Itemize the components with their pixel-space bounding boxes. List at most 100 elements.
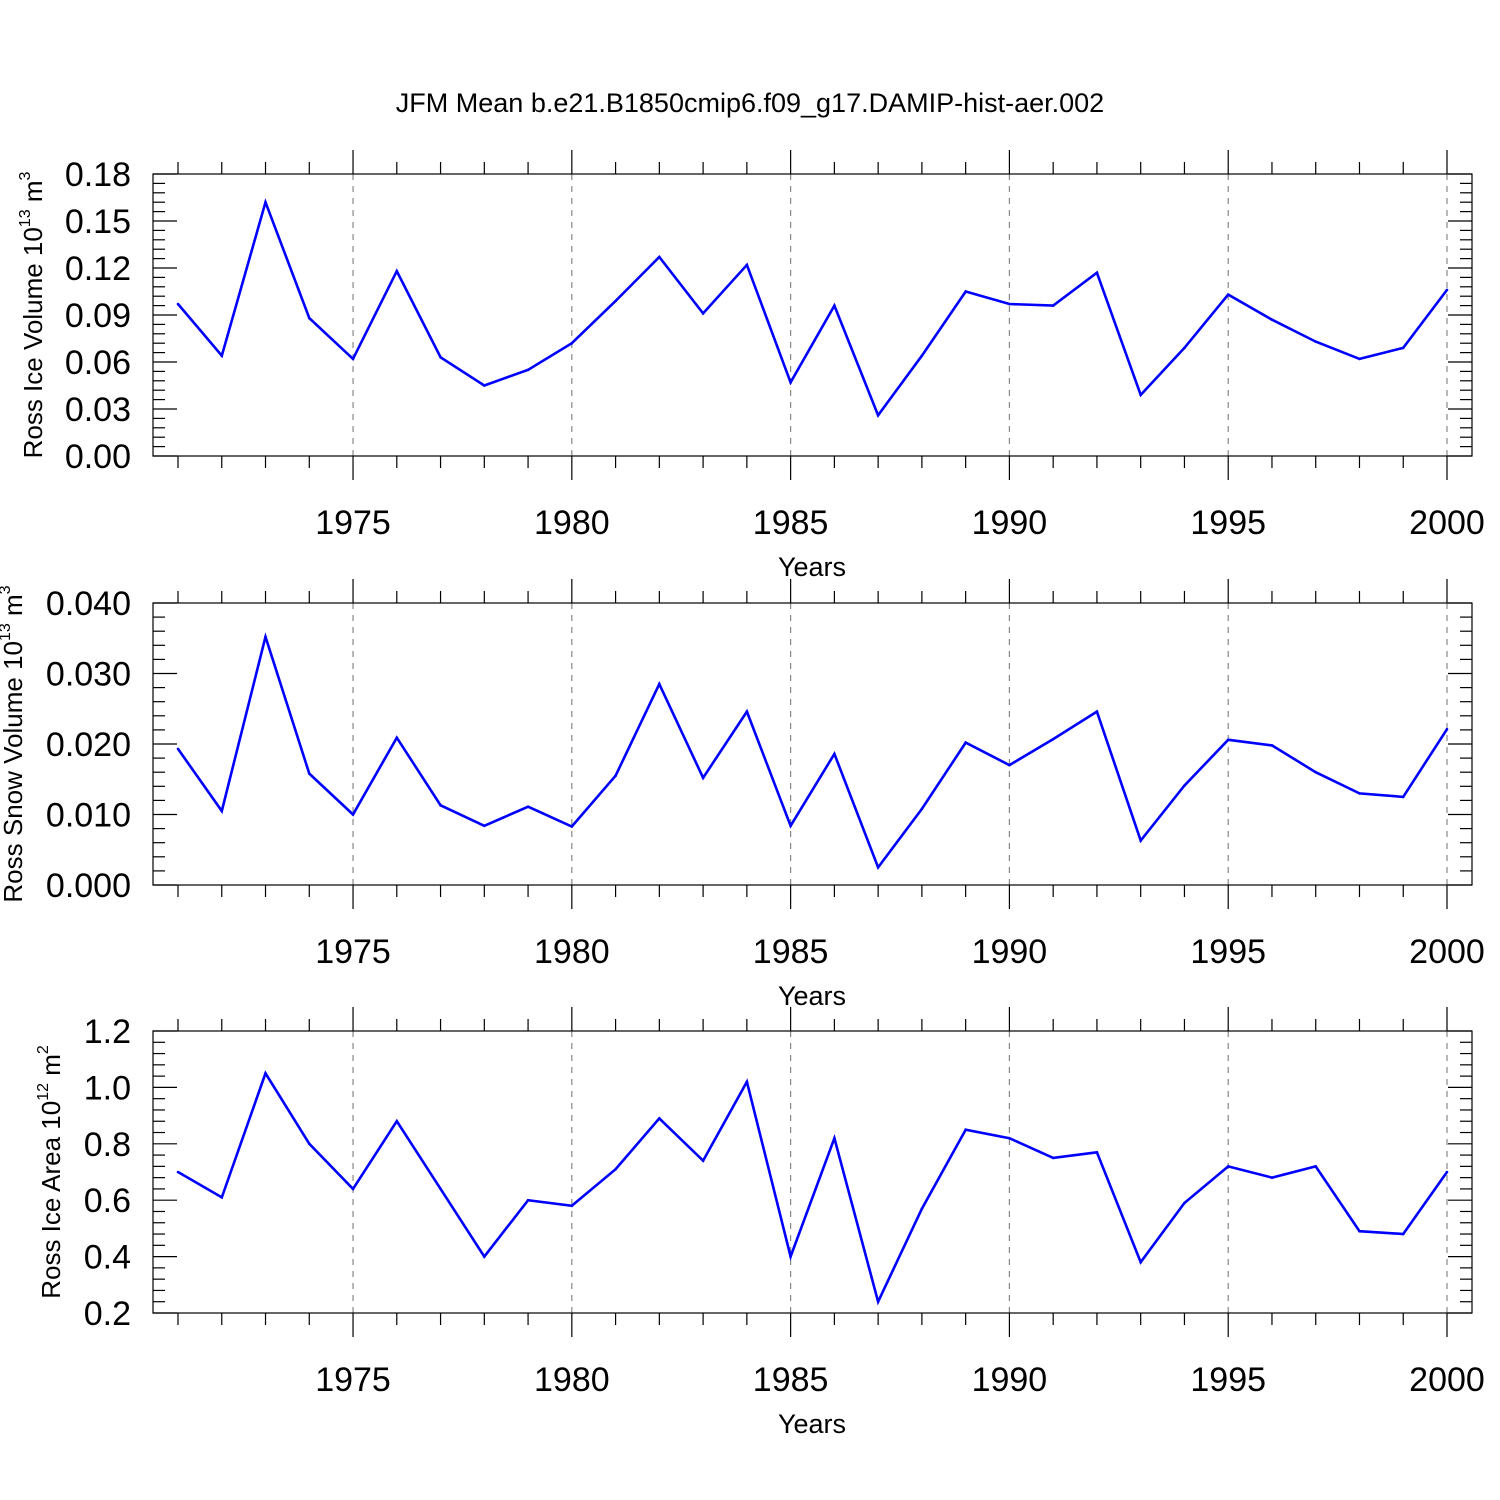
data-point — [745, 1080, 749, 1084]
data-point — [439, 804, 442, 807]
y-tick-label: 0.15 — [65, 203, 131, 241]
data-point — [1183, 346, 1186, 350]
data-point — [395, 736, 399, 739]
x-tick-label: 1990 — [972, 504, 1048, 542]
data-point — [789, 381, 792, 384]
data-point — [483, 824, 486, 828]
x-tick-label: 1975 — [315, 933, 391, 971]
y-tick-label: 0.020 — [46, 726, 131, 764]
y-axis-label-exponent: 13 — [17, 209, 34, 227]
data-point — [264, 200, 267, 204]
y-tick-label: 0.030 — [46, 656, 131, 694]
y-tick-label: 1.0 — [84, 1069, 131, 1107]
plot-frame — [152, 1030, 1473, 1314]
y-axis-label-exponent: 3 — [17, 171, 34, 180]
data-point — [1051, 737, 1055, 741]
data-point — [1401, 346, 1405, 350]
chart-panel: 0.2 0.4 0.6 0.8 1.0 1.2 1975 1980 1985 1990 1995 20… — [35, 1007, 1485, 1439]
plot-frame — [152, 602, 1473, 886]
data-point — [964, 290, 967, 293]
data-point — [658, 1117, 661, 1120]
panels: 0.00 0.03 0.06 0.09 0.12 0.15 0.18 1975 1980 1985… — [0, 150, 1485, 1439]
y-axis-label: Ross Snow Volume 1013 m3 — [0, 585, 28, 902]
x-tick-label: 1975 — [315, 504, 391, 542]
y-tick-label: 0.09 — [65, 297, 131, 335]
data-point — [176, 302, 180, 306]
series-line — [177, 1070, 1449, 1306]
data-point — [964, 1128, 967, 1131]
data-point — [483, 384, 486, 387]
data-point — [307, 1142, 311, 1146]
data-point — [701, 776, 705, 780]
y-tick-label: 0.8 — [84, 1126, 131, 1164]
figure-title: JFM Mean b.e21.B1850cmip6.f09_g17.DAMIP-… — [396, 88, 1104, 118]
data-point — [264, 635, 267, 639]
data-point — [351, 813, 355, 816]
data-point — [351, 357, 355, 361]
series-line — [176, 632, 1449, 871]
data-point — [395, 1119, 399, 1123]
x-tick-label: 1985 — [753, 933, 829, 971]
data-point — [1445, 1170, 1449, 1174]
data-point — [351, 1187, 355, 1191]
data-point — [1008, 1136, 1011, 1140]
y-axis-label: Ross Ice Volume 1013 m3 — [17, 171, 48, 458]
data-point — [439, 356, 442, 359]
data-point — [833, 1136, 836, 1140]
data-point — [1051, 304, 1055, 307]
data-point — [1314, 1165, 1318, 1168]
data-point — [570, 1204, 574, 1208]
data-point — [745, 710, 749, 713]
x-tick-label: 1975 — [315, 1361, 391, 1399]
data-point — [526, 805, 530, 809]
data-point — [876, 866, 880, 869]
x-tick-label: 1995 — [1190, 933, 1266, 971]
data-point — [1008, 763, 1011, 767]
y-axis-label-text: m — [18, 180, 48, 209]
x-tick-label: 1985 — [753, 504, 829, 542]
data-point — [1226, 738, 1230, 742]
data-point — [1358, 792, 1361, 795]
data-point — [1139, 393, 1142, 397]
data-point — [1314, 340, 1318, 343]
data-point — [176, 1170, 180, 1174]
y-tick-label: 1.2 — [84, 1013, 131, 1051]
data-point — [526, 368, 530, 372]
x-tick-label: 2000 — [1409, 933, 1485, 971]
chart-panel: 0.00 0.03 0.06 0.09 0.12 0.15 0.18 1975 1980 1985… — [17, 150, 1485, 582]
x-tick-label: 1980 — [534, 504, 610, 542]
y-tick-label: 0.040 — [46, 585, 131, 623]
data-point — [920, 1207, 924, 1210]
data-point — [1008, 302, 1011, 306]
data-point — [220, 354, 224, 358]
data-point — [1358, 1229, 1361, 1233]
y-tick-label: 0.03 — [65, 391, 131, 429]
data-point — [876, 413, 880, 417]
x-axis-label: Years — [778, 1409, 846, 1439]
data-point — [176, 747, 180, 751]
y-axis-label-exponent: 3 — [0, 585, 14, 594]
chart-panel: 0.000 0.010 0.020 0.030 0.040 1975 1980 1985 199… — [0, 579, 1485, 1011]
data-point — [658, 255, 661, 259]
x-axis-label: Years — [778, 552, 846, 582]
x-tick-label: 1990 — [972, 933, 1048, 971]
data-point — [701, 312, 705, 315]
data-point — [1314, 770, 1318, 774]
data-point — [614, 774, 617, 778]
data-point — [264, 1072, 267, 1075]
x-tick-label: 1980 — [534, 933, 610, 971]
data-point — [1270, 744, 1274, 747]
data-point — [1358, 357, 1361, 361]
y-axis-label-text: m — [36, 1054, 66, 1083]
series-line — [177, 198, 1449, 418]
data-point — [1183, 784, 1186, 787]
data-point — [395, 269, 399, 273]
data-point — [570, 825, 574, 828]
data-point — [833, 304, 836, 307]
data-point — [1051, 1156, 1055, 1160]
x-tick-label: 2000 — [1409, 504, 1485, 542]
data-point — [701, 1159, 705, 1163]
data-point — [1139, 839, 1142, 842]
data-point — [745, 263, 749, 267]
